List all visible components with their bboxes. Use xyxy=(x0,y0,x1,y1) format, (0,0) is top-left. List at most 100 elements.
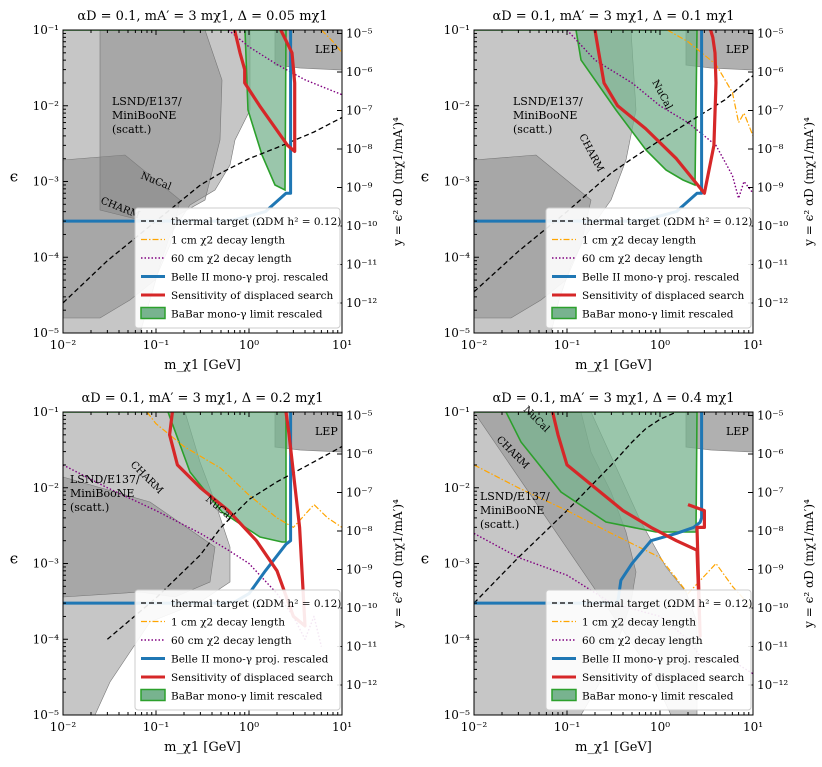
y-axis-label: ϵ xyxy=(421,168,429,186)
x-axis-label: m_χ1 [GeV] xyxy=(164,740,241,755)
y-tick-label: 10⁻³ xyxy=(33,557,60,571)
x-tick-label: 10¹ xyxy=(332,720,352,734)
x-tick-label: 10¹ xyxy=(743,720,763,734)
y-tick-label: 10⁻⁴ xyxy=(33,632,60,646)
x-axis-label: m_χ1 [GeV] xyxy=(575,358,652,373)
y-tick-label: 10⁻¹ xyxy=(33,405,59,419)
x-tick-label: 10⁰ xyxy=(650,720,670,734)
legend-label: Sensitivity of displaced search xyxy=(171,290,334,302)
legend-box xyxy=(545,589,752,711)
legend-label: BaBar mono-γ limit rescaled xyxy=(582,309,734,321)
y2-tick-label: 10⁻¹² xyxy=(757,296,788,310)
legend-label: Belle II mono-γ proj. rescaled xyxy=(171,654,329,666)
lsnd-label: (scatt.) xyxy=(70,501,109,514)
y2-tick-label: 10⁻⁵ xyxy=(346,27,373,41)
y2-tick-label: 10⁻⁶ xyxy=(346,447,373,461)
y-axis-label: ϵ xyxy=(10,550,18,568)
y-tick-label: 10⁻⁵ xyxy=(444,708,471,722)
chart-panel: LSND/E137/MiniBooNE (scatt.) CHARM NuCal LEP… xyxy=(0,382,411,763)
lsnd-label: (scatt.) xyxy=(513,123,552,136)
legend-box xyxy=(134,589,341,711)
y2-tick-label: 10⁻¹² xyxy=(346,678,377,692)
legend-label: Belle II mono-γ proj. rescaled xyxy=(582,272,740,284)
y2-tick-label: 10⁻⁷ xyxy=(757,104,784,118)
legend: thermal target (ΩDM h² = 0.12) 1 cm χ2 de… xyxy=(134,207,341,329)
series-line xyxy=(593,30,718,195)
y2-tick-label: 10⁻⁸ xyxy=(346,142,373,156)
series-line xyxy=(63,464,323,647)
y-tick-label: 10⁻² xyxy=(444,481,471,495)
series-line xyxy=(551,412,706,638)
x-tick-label: 10⁻² xyxy=(50,338,77,352)
y2-tick-label: 10⁻¹² xyxy=(346,296,377,310)
y2-tick-label: 10⁻¹¹ xyxy=(346,640,377,654)
series-line xyxy=(667,30,753,137)
legend-label: 1 cm χ2 decay length xyxy=(171,617,285,629)
y-axis-label: ϵ xyxy=(421,550,429,568)
y2-tick-label: 10⁻⁶ xyxy=(757,447,784,461)
legend-label: 60 cm χ2 decay length xyxy=(171,635,292,647)
x-tick-label: 10⁻¹ xyxy=(143,720,169,734)
y-tick-label: 10⁻² xyxy=(33,99,60,113)
series-line xyxy=(146,412,342,528)
chart-panel: LSND/E137/MiniBooNE (scatt.) CHARM NuCal LEP… xyxy=(0,0,411,381)
lsnd-label: MiniBooNE xyxy=(480,504,544,517)
legend-swatch xyxy=(140,688,166,702)
legend-label: thermal target (ΩDM h² = 0.12) xyxy=(582,598,752,610)
chart-title: αD = 0.1, mA′ = 3 mχ1, Δ = 0.4 mχ1 xyxy=(492,391,734,406)
x-axis-label: m_χ1 [GeV] xyxy=(164,358,241,373)
legend: thermal target (ΩDM h² = 0.12) 1 cm χ2 de… xyxy=(134,589,341,711)
x-tick-label: 10⁻² xyxy=(50,720,77,734)
y2-tick-label: 10⁻¹¹ xyxy=(757,640,788,654)
plot-area xyxy=(474,30,753,333)
chart-panel: LSND/E137/MiniBooNE (scatt.) CHARM NuCal LEP… xyxy=(411,382,822,763)
legend-label: BaBar mono-γ limit rescaled xyxy=(171,309,323,321)
series-line xyxy=(474,75,753,293)
legend-box xyxy=(545,207,752,329)
chart-svg: LSND/E137/MiniBooNE(scatt.)CHARMNuCalLEP… xyxy=(421,9,816,373)
series-line xyxy=(227,30,342,96)
x-tick-label: 10⁻¹ xyxy=(554,720,580,734)
y-axis-label: ϵ xyxy=(10,168,18,186)
legend-label: 60 cm χ2 decay length xyxy=(582,253,703,265)
y2-tick-label: 10⁻⁹ xyxy=(757,181,784,195)
legend-label: thermal target (ΩDM h² = 0.12) xyxy=(171,598,341,610)
series-line xyxy=(474,412,677,604)
legend-label: Belle II mono-γ proj. rescaled xyxy=(171,272,329,284)
legend: thermal target (ΩDM h² = 0.12) 1 cm χ2 de… xyxy=(545,589,752,711)
x-tick-label: 10⁻² xyxy=(461,720,488,734)
y-tick-label: 10⁻⁴ xyxy=(444,250,471,264)
series-line xyxy=(566,30,753,200)
lep-label: LEP xyxy=(726,43,749,56)
legend-label: Sensitivity of displaced search xyxy=(171,672,334,684)
y2-tick-label: 10⁻⁷ xyxy=(757,486,784,500)
y2-tick-label: 10⁻⁹ xyxy=(346,563,373,577)
y-tick-label: 10⁻⁵ xyxy=(444,326,471,340)
legend-box xyxy=(134,207,341,329)
series-line xyxy=(168,412,307,628)
legend-label: BaBar mono-γ limit rescaled xyxy=(582,691,734,703)
y2-tick-label: 10⁻⁸ xyxy=(346,524,373,538)
series-line xyxy=(233,30,297,153)
y-tick-label: 10⁻⁵ xyxy=(33,326,60,340)
y2-tick-label: 10⁻⁸ xyxy=(757,524,784,538)
legend-label: BaBar mono-γ limit rescaled xyxy=(171,691,323,703)
x-tick-label: 10⁰ xyxy=(239,720,259,734)
y-tick-label: 10⁻² xyxy=(33,481,60,495)
legend-swatch xyxy=(551,306,577,320)
babar-region xyxy=(474,30,698,187)
y-tick-label: 10⁻⁴ xyxy=(33,250,60,264)
y-tick-label: 10⁻³ xyxy=(444,175,471,189)
chart-svg: LSND/E137/MiniBooNE(scatt.)CHARMNuCalLEP… xyxy=(10,391,405,755)
plot-area xyxy=(63,30,342,333)
lsnd-label: LSND/E137/ xyxy=(513,95,583,108)
y2-axis-label: y = ϵ² αD (mχ1/mA′)⁴ xyxy=(391,117,405,247)
x-axis-label: m_χ1 [GeV] xyxy=(575,740,652,755)
y-tick-label: 10⁻³ xyxy=(444,557,471,571)
lsnd-label: LSND/E137/ xyxy=(70,473,140,486)
x-tick-label: 10⁰ xyxy=(239,338,259,352)
x-tick-label: 10⁻¹ xyxy=(143,338,169,352)
lsnd-label: (scatt.) xyxy=(480,518,519,531)
legend-label: thermal target (ΩDM h² = 0.12) xyxy=(171,216,341,228)
chart-title: αD = 0.1, mA′ = 3 mχ1, Δ = 0.05 mχ1 xyxy=(77,9,327,24)
